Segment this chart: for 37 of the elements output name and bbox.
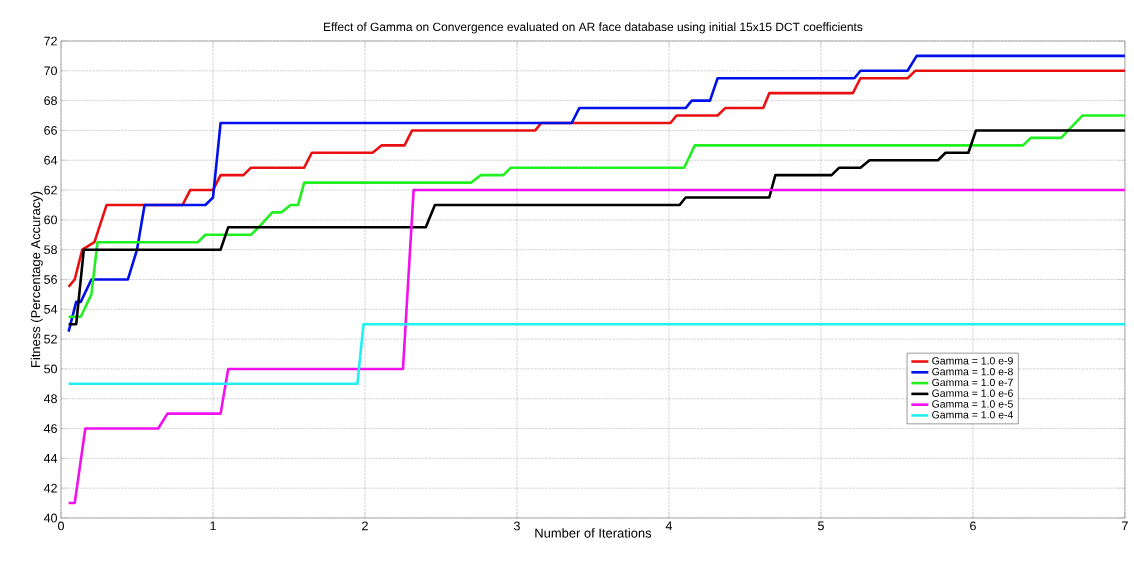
y-tick-label: 56 (44, 275, 57, 284)
legend-label: Gamma = 1.0 e-5 (932, 400, 1013, 408)
legend-label: Gamma = 1.0 e-7 (932, 378, 1013, 387)
y-tick-label: 62 (44, 185, 57, 195)
x-axis-title: Number of Iterations (535, 528, 652, 538)
y-tick-label: 66 (44, 126, 57, 135)
legend-label: Gamma = 1.0 e-9 (932, 357, 1013, 365)
legend-label: Gamma = 1.0 e-6 (932, 389, 1013, 397)
y-tick-label: 58 (44, 245, 57, 255)
y-tick-label: 46 (43, 424, 57, 433)
x-tick-label: 6 (970, 521, 976, 531)
y-tick-label: 42 (43, 483, 57, 493)
chart-title: Effect of Gamma on Convergence evaluated on AR face database using initial 15x15 DCT coefficients (324, 22, 863, 34)
y-tick-label: 54 (44, 304, 58, 314)
y-tick-label: 48 (43, 394, 57, 404)
x-tick-label: 3 (513, 521, 520, 531)
y-tick-label: 60 (44, 215, 57, 225)
x-tick-label: 1 (210, 521, 216, 531)
y-tick-label: 68 (44, 96, 57, 106)
y-tick-label: 64 (44, 155, 58, 165)
y-tick-label: 44 (43, 454, 58, 463)
legend-label: Gamma = 1.0 e-8 (932, 367, 1013, 376)
line-series (67, 69, 1125, 289)
x-tick-label: 0 (58, 521, 64, 531)
y-tick-label: 50 (44, 364, 57, 374)
x-tick-label: 4 (665, 521, 673, 531)
x-tick-label: 7 (1122, 521, 1128, 531)
y-tick-label: 70 (44, 66, 57, 76)
x-tick-label: 5 (817, 521, 824, 531)
legend-label: Gamma = 1.0 e-4 (932, 411, 1014, 419)
y-tick-label: 40 (43, 513, 57, 523)
line-series (67, 188, 1125, 505)
y-tick-label: 52 (44, 334, 57, 344)
y-tick-label: 72 (44, 36, 57, 46)
x-tick-label: 2 (362, 521, 368, 531)
line-series (67, 54, 1125, 333)
y-axis-title: Fitness (Percentage Accuracy) (30, 191, 43, 367)
